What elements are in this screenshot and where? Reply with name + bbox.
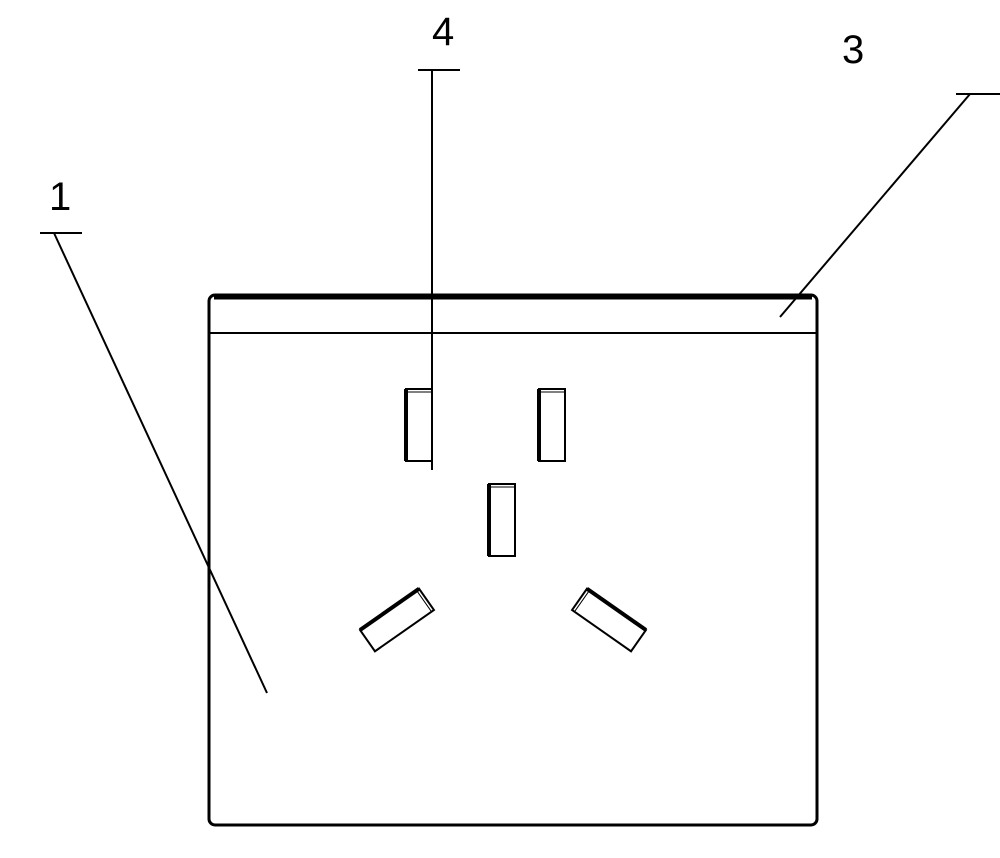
callout-label3-text: 3 — [842, 28, 864, 72]
callout-label3: 3 — [780, 28, 1000, 317]
callout-label4-text: 4 — [432, 10, 454, 54]
slot-top-left — [406, 389, 432, 461]
slot-bottom-left — [360, 589, 434, 652]
slot-bottom-right — [572, 589, 646, 652]
callout-label4: 4 — [418, 10, 460, 470]
slot-center — [489, 484, 515, 556]
socket-body — [209, 295, 817, 825]
slot-top-right — [539, 389, 565, 461]
callout-label1: 1 — [40, 175, 267, 693]
callout-label1-text: 1 — [49, 175, 71, 219]
